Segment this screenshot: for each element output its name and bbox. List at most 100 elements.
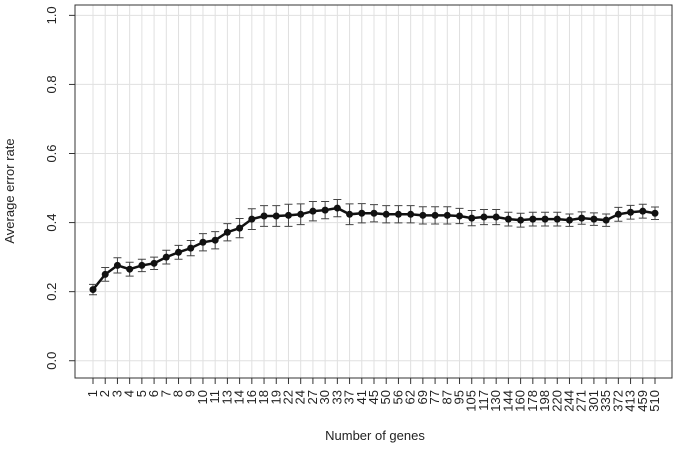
data-point — [101, 270, 109, 278]
x-tick-label: 144 — [500, 390, 515, 412]
x-tick-label: 27 — [305, 390, 320, 404]
x-tick-label: 22 — [280, 390, 295, 404]
data-point — [553, 215, 561, 223]
data-point — [627, 208, 635, 216]
x-tick-label: 7 — [158, 390, 173, 397]
data-point — [126, 265, 134, 273]
x-tick-label: 510 — [647, 390, 662, 412]
x-tick-label: 3 — [109, 390, 124, 397]
data-point — [358, 209, 366, 217]
data-point — [382, 210, 390, 218]
data-point — [431, 211, 439, 219]
y-tick-label: 0.8 — [44, 75, 59, 93]
x-tick-label: 37 — [342, 390, 357, 404]
y-tick-label: 0.6 — [44, 144, 59, 162]
data-point — [113, 261, 121, 269]
data-point — [394, 210, 402, 218]
x-tick-label: 4 — [122, 390, 137, 397]
data-point — [614, 210, 622, 218]
x-tick-label: 372 — [610, 390, 625, 412]
y-tick-label: 0.2 — [44, 283, 59, 301]
data-point — [346, 210, 354, 218]
data-point — [199, 238, 207, 246]
data-point — [651, 209, 659, 217]
x-tick-label: 413 — [623, 390, 638, 412]
data-point — [138, 261, 146, 269]
x-tick-label: 50 — [378, 390, 393, 404]
x-tick-label: 77 — [427, 390, 442, 404]
data-point — [370, 209, 378, 217]
x-tick-label: 130 — [488, 390, 503, 412]
data-point — [602, 216, 610, 224]
x-tick-label: 24 — [293, 390, 308, 404]
x-tick-label: 271 — [574, 390, 589, 412]
data-point — [309, 207, 317, 215]
data-point — [456, 212, 464, 220]
data-point — [89, 286, 97, 294]
x-tick-label: 9 — [183, 390, 198, 397]
data-point — [468, 214, 476, 222]
data-point — [162, 253, 170, 261]
x-tick-label: 95 — [452, 390, 467, 404]
data-point — [333, 204, 341, 212]
x-tick-label: 335 — [598, 390, 613, 412]
data-point — [175, 248, 183, 256]
data-point — [590, 215, 598, 223]
x-tick-label: 10 — [195, 390, 210, 404]
x-tick-label: 19 — [268, 390, 283, 404]
x-tick-label: 33 — [329, 390, 344, 404]
data-point — [504, 215, 512, 223]
data-point — [541, 215, 549, 223]
x-tick-label: 5 — [134, 390, 149, 397]
x-tick-label: 301 — [586, 390, 601, 412]
x-tick-label: 30 — [317, 390, 332, 404]
x-tick-label: 14 — [232, 390, 247, 404]
data-point — [297, 210, 305, 218]
data-point — [223, 228, 231, 236]
data-point — [321, 206, 329, 214]
data-point — [248, 215, 256, 223]
data-point — [639, 207, 647, 215]
data-point — [260, 212, 268, 220]
x-tick-label: 16 — [244, 390, 259, 404]
x-tick-label: 45 — [366, 390, 381, 404]
data-point — [517, 216, 525, 224]
data-point — [211, 236, 219, 244]
x-tick-label: 6 — [146, 390, 161, 397]
data-point — [407, 210, 415, 218]
x-tick-label: 198 — [537, 390, 552, 412]
x-tick-label: 11 — [207, 390, 222, 404]
x-tick-label: 160 — [513, 390, 528, 412]
x-tick-label: 117 — [476, 390, 491, 411]
data-point — [187, 244, 195, 252]
x-tick-label: 87 — [439, 390, 454, 404]
data-point — [529, 215, 537, 223]
y-tick-label: 1.0 — [44, 6, 59, 24]
x-tick-label: 8 — [171, 390, 186, 397]
x-tick-label: 62 — [403, 390, 418, 404]
data-point — [150, 259, 158, 267]
x-tick-label: 244 — [561, 390, 576, 412]
x-axis-label: Number of genes — [325, 428, 425, 443]
x-tick-label: 13 — [219, 390, 234, 404]
data-point — [419, 211, 427, 219]
x-tick-label: 1 — [85, 390, 100, 397]
x-tick-label: 105 — [464, 390, 479, 412]
y-axis-label: Average error rate — [2, 138, 17, 243]
y-tick-label: 0.0 — [44, 352, 59, 370]
x-tick-label: 69 — [415, 390, 430, 404]
x-tick-label: 56 — [390, 390, 405, 404]
data-point — [284, 211, 292, 219]
data-point — [236, 224, 244, 232]
data-point — [480, 213, 488, 221]
x-tick-label: 459 — [635, 390, 650, 412]
data-point — [565, 216, 573, 224]
data-point — [578, 214, 586, 222]
x-tick-label: 41 — [354, 390, 369, 404]
x-tick-label: 2 — [97, 390, 112, 397]
data-point — [443, 211, 451, 219]
data-point — [492, 213, 500, 221]
x-tick-label: 220 — [549, 390, 564, 412]
data-point — [272, 212, 280, 220]
